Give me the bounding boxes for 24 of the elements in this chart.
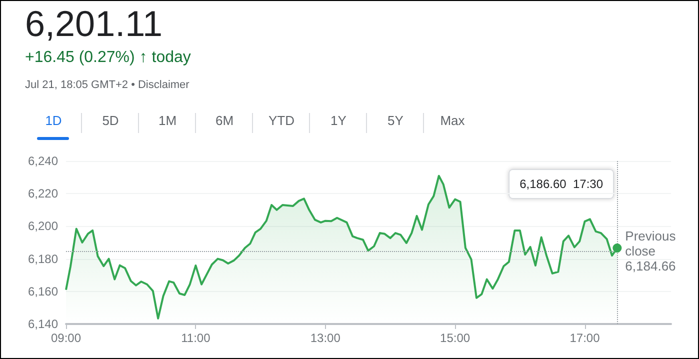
y-tick-label: 6,140 [28,317,58,331]
chart-subtitle: +16.45 (0.27%) ↑ today [25,49,191,67]
text: 1Y [330,113,346,128]
y-tick-label: 6,240 [28,154,58,168]
ref-line-label: Previous close 6,184.66 [625,228,680,274]
text: 1D [45,113,62,128]
x-tick-label: 09:00 [50,331,82,345]
y-tick-label: 6,220 [28,186,58,201]
y-tick-label: 6,160 [28,284,58,298]
x-tick-label: 13:00 [310,331,341,345]
text: Jul 21, 18:05 GMT+2 • Disclaimer [25,79,190,91]
annotation: 6,186.60 17:30 [520,177,604,191]
chart-title: 6,201.11 [25,3,162,45]
x-tick-label: 11:00 [181,331,211,345]
text: 6M [215,113,234,128]
x-tick-label: 17:00 [570,331,600,345]
y-tick-label: 6,180 [28,252,58,266]
text: 1M [158,113,177,128]
x-tick-label: 15:00 [440,331,470,345]
text: YTD [268,113,294,128]
text: 5D [102,113,119,128]
text: 5Y [388,113,404,128]
y-tick-label: 6,200 [28,219,58,234]
text: Max [440,113,465,128]
